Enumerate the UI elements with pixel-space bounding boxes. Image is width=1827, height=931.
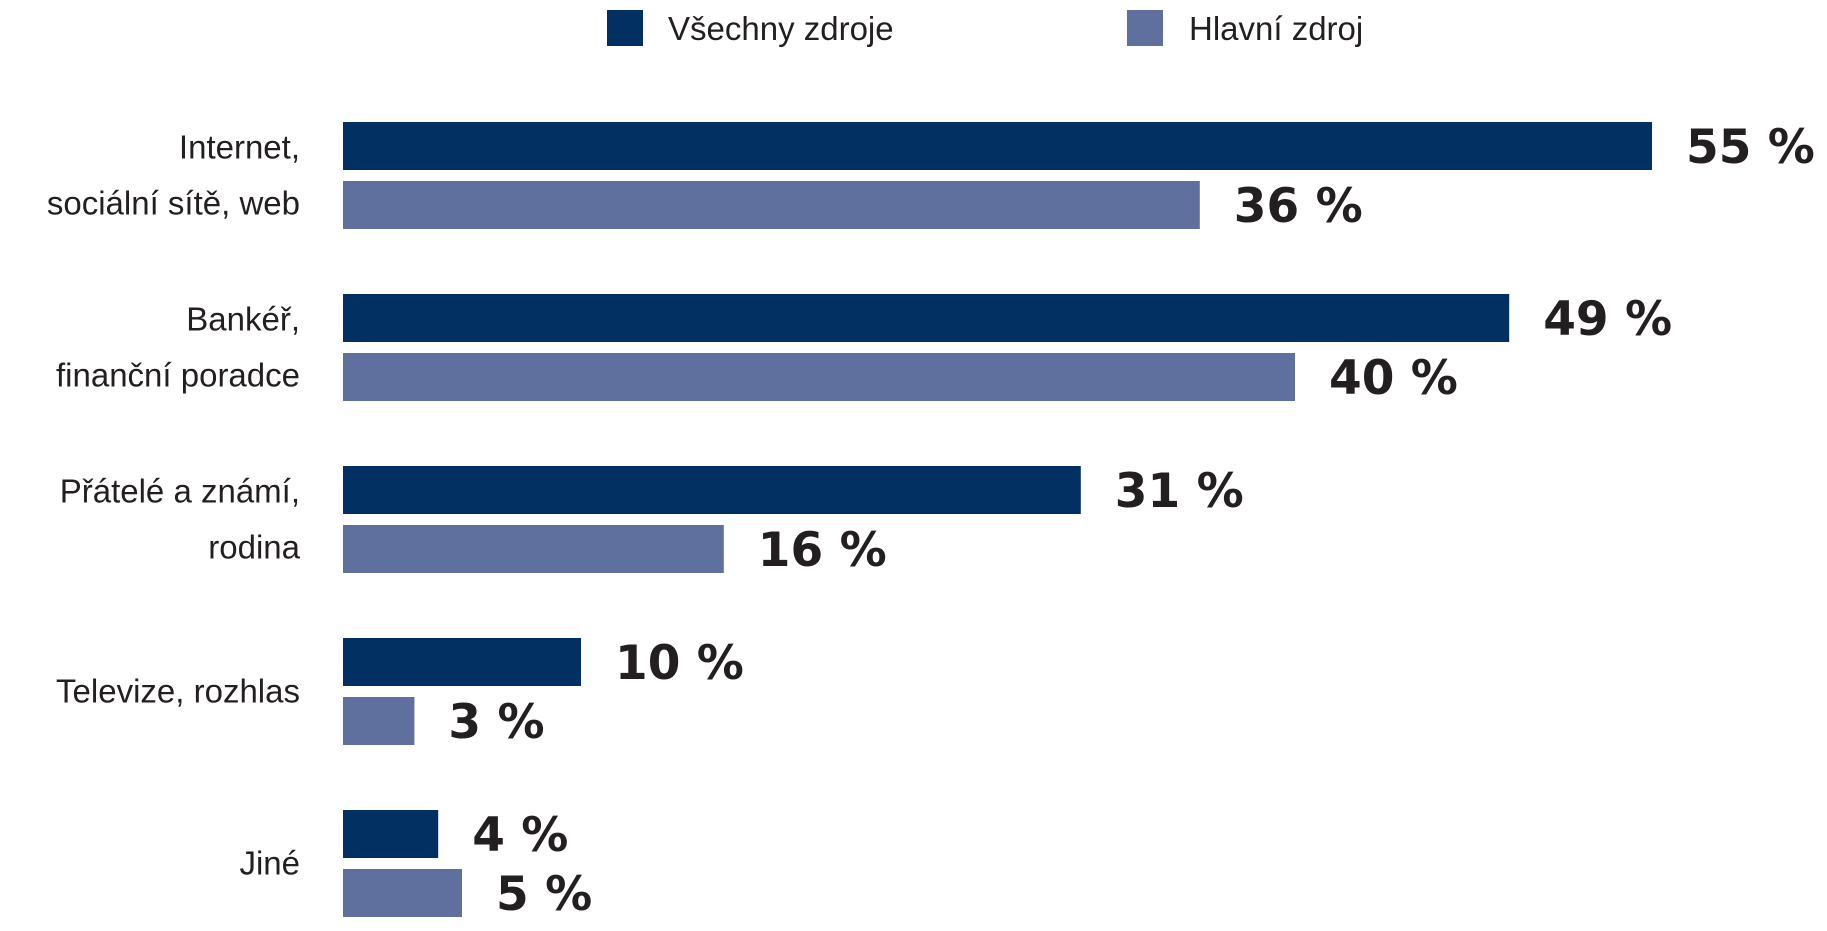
bar <box>343 353 1295 401</box>
bar <box>343 638 581 686</box>
legend-swatch-main-source <box>1127 10 1163 46</box>
bar <box>343 525 724 573</box>
bar <box>343 181 1200 229</box>
legend-label-main-source: Hlavní zdroj <box>1189 10 1363 47</box>
value-label: 36 % <box>1234 179 1363 234</box>
bars <box>343 122 1652 917</box>
value-label: 55 % <box>1686 120 1815 175</box>
value-labels: 55 % 36 % 49 % 40 % 31 % 16 % 10 % 3 % 4 %5 % <box>448 120 1814 922</box>
value-label: 31 % <box>1115 464 1244 519</box>
value-label: 40 % <box>1329 351 1458 406</box>
bar <box>343 810 439 858</box>
bar <box>343 869 462 917</box>
category-label: Přátelé a známí, rodina <box>60 473 301 566</box>
category-labels: Internet, sociální sítě, web Bankéř, finanč… <box>47 129 301 882</box>
category-label: Jiné <box>239 845 300 882</box>
value-label: 3 % <box>448 695 544 750</box>
bar <box>343 697 415 745</box>
bar <box>343 122 1652 170</box>
category-label: Bankéř, finanční poradce <box>56 301 300 394</box>
legend-swatch-all-sources <box>607 10 643 46</box>
value-label: 49 % <box>1543 292 1672 347</box>
legend: Všechny zdroje Hlavní zdroj <box>607 10 1363 47</box>
value-label: 4 % <box>472 808 568 863</box>
bar <box>343 466 1081 514</box>
legend-label-all-sources: Všechny zdroje <box>668 10 894 47</box>
category-label: Televize, rozhlas <box>56 673 300 710</box>
bar <box>343 294 1510 342</box>
value-label: 5 % <box>496 867 592 922</box>
value-label: 10 % <box>615 636 744 691</box>
category-label: Internet, sociální sítě, web <box>47 129 300 222</box>
value-label: 16 % <box>758 523 887 578</box>
